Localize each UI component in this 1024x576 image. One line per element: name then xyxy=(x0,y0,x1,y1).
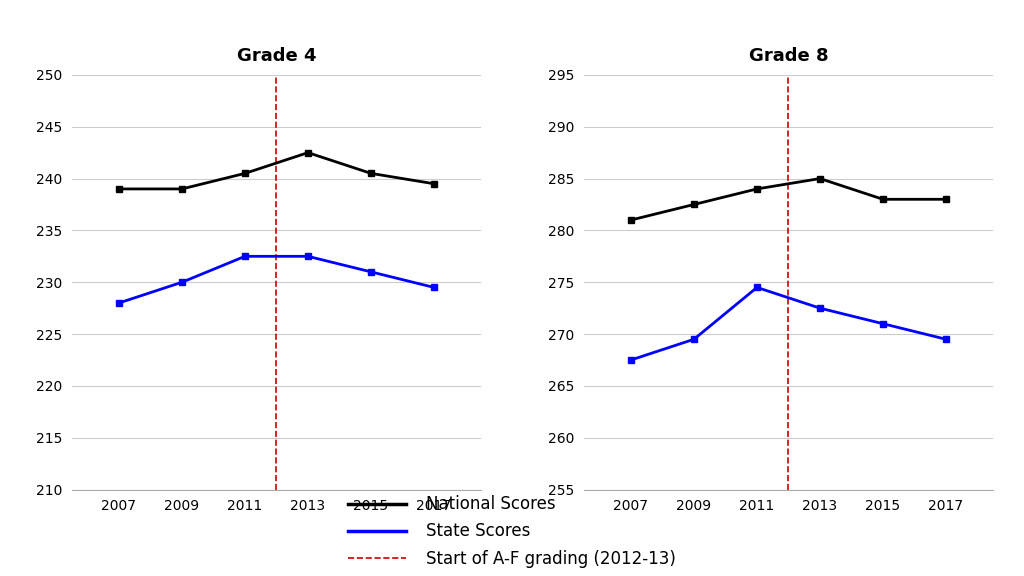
Legend: National Scores, State Scores, Start of A-F grading (2012-13): National Scores, State Scores, Start of … xyxy=(348,495,676,568)
Title: Grade 8: Grade 8 xyxy=(749,47,828,65)
Title: Grade 4: Grade 4 xyxy=(237,47,316,65)
